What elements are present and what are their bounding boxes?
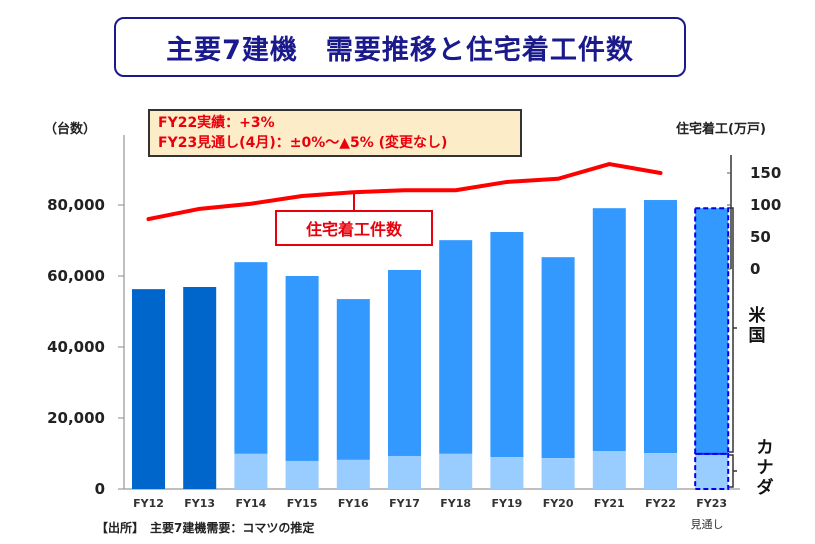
forecast-outline (694, 207, 730, 455)
note-line-2: FY23見通し(4月)：±0%〜▲5% (変更なし) (158, 135, 448, 151)
bar-us-fy22 (644, 200, 677, 454)
us-region-label: 米国 (748, 306, 766, 346)
x-label-fy18: FY18 (440, 497, 472, 510)
r-tick-150: 150 (750, 164, 782, 182)
bar-fy13 (183, 287, 217, 489)
y-tick-80000: 80,000 (47, 196, 105, 214)
bar-canada-fy16 (336, 459, 370, 489)
chart-title: 主要7建機 需要推移と住宅着工件数 (114, 17, 686, 77)
bar-us-fy17 (388, 269, 421, 456)
bar-us-fy21 (592, 208, 626, 452)
bar-us-fy18 (439, 240, 473, 454)
x-label-fy20: FY20 (542, 497, 574, 510)
x-label-fy22: FY22 (645, 497, 676, 510)
bar-us-fy20 (541, 257, 575, 459)
bar-canada-fy22 (644, 453, 677, 489)
bar-us-fy16 (336, 299, 370, 460)
bar-us-fy14 (234, 262, 268, 454)
r-tick-0: 0 (750, 260, 761, 278)
bar-canada-fy18 (439, 453, 473, 489)
note-line-1: FY22実績：+3% (158, 115, 275, 131)
x-label-fy19: FY19 (491, 497, 523, 510)
housing-starts-label: 住宅着工件数 (275, 210, 433, 246)
bar-canada-fy14 (234, 453, 268, 489)
forecast-sub-label: 見通し (690, 518, 724, 531)
canada-region-label: カナダ (756, 438, 774, 498)
forecast-outline (694, 452, 730, 491)
x-label-fy14: FY14 (235, 497, 267, 510)
x-label-fy17: FY17 (389, 497, 420, 510)
y-tick-60000: 60,000 (47, 267, 105, 285)
y-tick-40000: 40,000 (47, 338, 105, 356)
bar-us-fy23 (695, 208, 729, 454)
x-label-fy15: FY15 (286, 497, 318, 510)
bar-canada-fy23 (695, 453, 729, 489)
bar-canada-fy20 (541, 458, 575, 489)
x-label-fy12: FY12 (133, 497, 164, 510)
right-axis-unit: 住宅着工(万戸) (676, 122, 766, 137)
source-note: 【出所】 主要7建機需要：コマツの推定 (96, 521, 315, 535)
bar-fy12 (132, 289, 165, 489)
bar-us-fy15 (285, 276, 319, 461)
bar-us-fy19 (490, 231, 524, 458)
x-label-fy21: FY21 (593, 497, 625, 510)
bar-canada-fy17 (388, 455, 421, 489)
y-tick-20000: 20,000 (47, 409, 105, 427)
r-tick-50: 50 (750, 228, 771, 246)
x-label-fy16: FY16 (337, 497, 369, 510)
r-tick-100: 100 (750, 196, 782, 214)
bar-canada-fy19 (490, 457, 524, 489)
x-label-fy13: FY13 (184, 497, 216, 510)
y-tick-0: 0 (94, 480, 105, 498)
x-label-fy23: FY23 (696, 497, 728, 510)
growth-note: FY22実績：+3% FY23見通し(4月)：±0%〜▲5% (変更なし) (148, 109, 522, 157)
left-axis-unit: （台数） (44, 122, 97, 137)
bar-canada-fy21 (592, 451, 626, 489)
bar-canada-fy15 (285, 460, 319, 489)
